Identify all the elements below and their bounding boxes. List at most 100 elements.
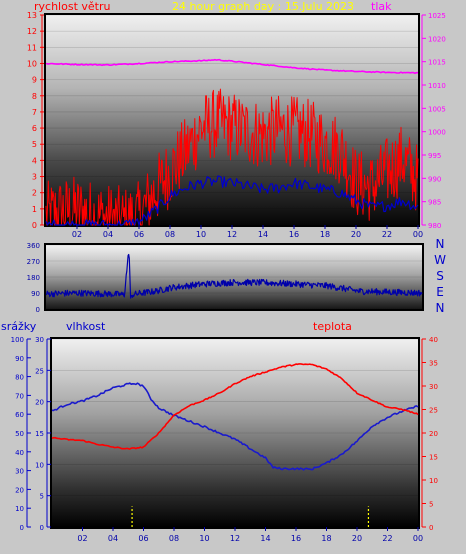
- humidity-temperature-panel: 0 10 20 30 40 50 60 70 80 90 100 0 5 10 15 20 25 30 0 5 10…: [1, 320, 438, 543]
- tick-label: 360: [27, 242, 40, 250]
- humidity-axis: 0 5 10 15 20 25 30: [35, 336, 51, 532]
- plot-area: [52, 339, 418, 527]
- wind-direction-line: [45, 253, 423, 299]
- tick-label: 10: [27, 59, 37, 68]
- tick-label: 1020: [428, 35, 446, 43]
- tick-label: 1010: [428, 82, 446, 90]
- wind-speed-axis-label: rychlost větru: [34, 0, 110, 13]
- humidity-axis-label: vlhkost: [66, 320, 106, 333]
- compass-label: E: [436, 285, 444, 299]
- rain-axis-label: srážky: [1, 320, 37, 333]
- tick-label: 270: [27, 258, 40, 266]
- tick-label: 20: [15, 486, 24, 494]
- compass-label: S: [436, 269, 444, 283]
- tick-label: 90: [31, 290, 40, 298]
- tick-label: 1025: [428, 12, 446, 20]
- tick-label: 15: [35, 430, 44, 438]
- tick-label: 20: [352, 534, 362, 543]
- tick-label: 06: [138, 534, 148, 543]
- pressure-axis: 980 985 990 995 1000 1005 1010 1015 1020 1025: [421, 12, 446, 230]
- tick-label: 16: [291, 534, 301, 543]
- tick-label: 00: [413, 230, 423, 239]
- tick-label: 5: [429, 501, 433, 509]
- tick-label: 02: [72, 230, 82, 239]
- tick-label: 3: [32, 173, 37, 182]
- tick-label: 0: [40, 524, 44, 532]
- tick-label: 06: [134, 230, 144, 239]
- tick-label: 30: [35, 336, 44, 344]
- wind-average-line: [45, 175, 419, 226]
- plot-area: [46, 245, 422, 309]
- direction-axis: 0 90 180 270 360: [27, 242, 40, 314]
- tick-label: 13: [27, 11, 37, 20]
- tick-label: 14: [260, 534, 270, 543]
- compass-label: W: [434, 253, 446, 267]
- tick-label: 02: [77, 534, 87, 543]
- series-group: [45, 253, 423, 299]
- tick-label: 180: [27, 274, 40, 282]
- chart-title: 24 hour graph day : 15.Julu 2023: [172, 0, 354, 13]
- tick-label: 50: [15, 430, 24, 438]
- tick-label: 90: [15, 355, 24, 363]
- tick-label: 8: [32, 92, 37, 101]
- tick-label: 4: [32, 156, 37, 165]
- tick-label: 04: [103, 230, 113, 239]
- tick-label: 985: [428, 199, 441, 207]
- tick-label: 995: [428, 152, 441, 160]
- tick-label: 0: [32, 221, 37, 230]
- tick-label: 5: [32, 140, 37, 149]
- tick-label: 5: [40, 493, 44, 501]
- compass-label: N: [436, 301, 445, 315]
- tick-label: 980: [428, 222, 441, 230]
- rain-axis: 0 10 20 30 40 50 60 70 80 90 100: [11, 336, 31, 532]
- tick-label: 16: [289, 230, 299, 239]
- humidity-line: [51, 382, 419, 471]
- tick-label: 04: [108, 534, 118, 543]
- tick-label: 10: [199, 534, 209, 543]
- tick-label: 1015: [428, 59, 446, 67]
- tick-label: 20: [35, 399, 44, 407]
- tick-label: 20: [351, 230, 361, 239]
- tick-label: 30: [15, 468, 24, 476]
- tick-label: 11: [27, 43, 37, 52]
- tick-label: 6: [32, 124, 37, 133]
- tick-label: 0: [36, 306, 40, 314]
- pressure-line: [45, 58, 418, 74]
- tick-label: 70: [15, 392, 24, 400]
- tick-label: 1000: [428, 129, 446, 137]
- tick-label: 60: [15, 411, 24, 419]
- tick-label: 14: [258, 230, 268, 239]
- tick-label: 30: [429, 383, 438, 391]
- tick-label: 18: [320, 230, 330, 239]
- tick-label: 1: [32, 205, 37, 214]
- tick-label: 10: [429, 477, 438, 485]
- tick-label: 35: [429, 360, 438, 368]
- tick-label: 7: [32, 108, 37, 117]
- tick-label: 08: [165, 230, 175, 239]
- tick-label: 0: [20, 524, 24, 532]
- tick-label: 990: [428, 175, 441, 183]
- tick-label: 10: [196, 230, 206, 239]
- tick-label: 12: [227, 230, 237, 239]
- series-group: [45, 58, 419, 226]
- tick-label: 40: [15, 449, 24, 457]
- temperature-axis: 0 5 10 15 20 25 30 35 40: [421, 336, 438, 532]
- series-group: [51, 363, 419, 527]
- pressure-axis-label: tlak: [371, 0, 392, 13]
- tick-label: 00: [413, 534, 423, 543]
- tick-label: 10: [15, 505, 24, 513]
- tick-label: 15: [429, 454, 438, 462]
- tick-label: 12: [27, 27, 37, 36]
- tick-label: 25: [35, 367, 44, 375]
- tick-label: 22: [382, 534, 392, 543]
- tick-label: 25: [429, 407, 438, 415]
- tick-label: 22: [382, 230, 392, 239]
- compass-label: N: [436, 237, 445, 251]
- wind-speed-line: [45, 88, 419, 226]
- tick-label: 80: [15, 374, 24, 382]
